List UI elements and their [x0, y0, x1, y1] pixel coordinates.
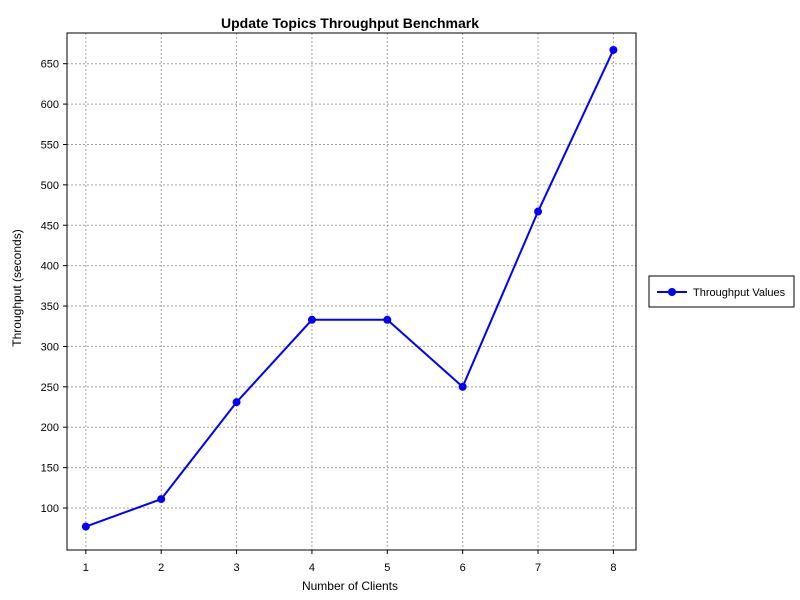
data-point: [232, 398, 241, 407]
data-point: [458, 382, 467, 391]
data-point: [81, 522, 90, 531]
x-tick-label: 8: [610, 562, 616, 574]
x-tick-label: 4: [309, 562, 315, 574]
y-tick-label: 500: [41, 180, 59, 192]
chart-title: Update Topics Throughput Benchmark: [221, 15, 479, 31]
legend-label: Throughput Values: [693, 287, 786, 299]
y-tick-label: 550: [41, 139, 59, 151]
x-ticks: 1 2 3 4 5 6 7 8: [83, 550, 616, 574]
y-tick-label: 300: [41, 341, 59, 353]
plot-area: [66, 32, 637, 551]
y-tick-label: 350: [41, 301, 59, 313]
y-tick-label: 450: [41, 220, 59, 232]
data-point: [157, 495, 166, 504]
data-point: [383, 315, 392, 324]
x-tick-label: 5: [384, 562, 390, 574]
y-tick-label: 150: [41, 463, 59, 475]
y-tick-label: 250: [41, 382, 59, 394]
y-tick-label: 600: [41, 99, 59, 111]
x-tick-label: 3: [234, 562, 240, 574]
series-group: [81, 45, 618, 531]
y-ticks: 100 150 200 250 300 350 400 450 500 550 600 650: [41, 59, 67, 515]
y-tick-label: 650: [41, 59, 59, 71]
x-axis-label: Number of Clients: [302, 579, 398, 593]
grid: [67, 33, 636, 550]
x-tick-label: 2: [158, 562, 164, 574]
x-tick-label: 6: [460, 562, 466, 574]
series-line: [85, 49, 615, 528]
data-point: [609, 45, 618, 54]
x-tick-label: 7: [535, 562, 541, 574]
x-tick-label: 1: [83, 562, 89, 574]
y-tick-label: 200: [41, 422, 59, 434]
y-tick-label: 100: [41, 503, 59, 515]
data-point: [534, 207, 543, 216]
y-tick-label: 400: [41, 261, 59, 273]
legend: Throughput Values: [648, 275, 795, 308]
data-point: [307, 315, 316, 324]
legend-marker: [668, 288, 676, 296]
y-axis-label: Throughput (seconds): [10, 229, 24, 346]
